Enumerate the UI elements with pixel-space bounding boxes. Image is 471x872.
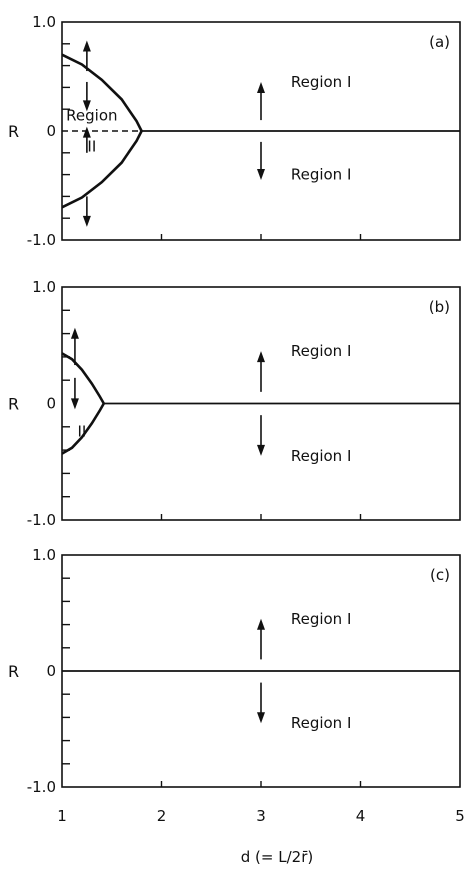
- direction-arrow: [257, 141, 265, 181]
- direction-arrow: [257, 351, 265, 392]
- direction-arrow: [257, 618, 265, 660]
- panel-label: (c): [430, 566, 450, 584]
- arrow-head: [257, 351, 265, 363]
- direction-arrow: [82, 40, 91, 72]
- arrow-head: [257, 618, 265, 630]
- boundary-curve-0: [61, 53, 143, 132]
- x-axis-label: d (= L/2r̄): [241, 848, 313, 866]
- arrow-head: [82, 126, 91, 138]
- direction-arrow: [257, 415, 265, 456]
- panel-c: 1.0 0 -1.0 R (c) Region I Region I 1 2 3 4 5 d (= L/…: [8, 546, 465, 866]
- arrow-head: [82, 100, 91, 112]
- region-annotation: Region I: [291, 166, 352, 184]
- panel-label: (a): [429, 33, 450, 51]
- direction-arrow: [82, 81, 91, 112]
- region-annotation: II: [77, 422, 86, 440]
- x-tick-label: 3: [256, 807, 266, 825]
- y-tick-label: 0: [46, 662, 56, 680]
- y-tick-label: 1.0: [32, 546, 56, 564]
- y-tick-label: 0: [46, 395, 56, 413]
- boundary-curve-0: [61, 352, 105, 405]
- panel-b: 1.0 0 -1.0 R (b) Region I Region I II: [8, 278, 461, 529]
- y-axis-label: R: [8, 395, 19, 414]
- region-annotation: II: [87, 137, 96, 155]
- arrow-head: [257, 81, 265, 93]
- arrow-head: [257, 169, 265, 181]
- x-tick-label: 5: [455, 807, 465, 825]
- y-tick-label: -1.0: [27, 778, 56, 796]
- y-tick-label: 1.0: [32, 278, 56, 296]
- region-annotation: Region I: [291, 610, 352, 628]
- arrow-head: [257, 444, 265, 456]
- region-annotation: Region I: [291, 342, 352, 360]
- boundary-curve-1: [61, 402, 105, 455]
- arrow-head: [70, 398, 79, 410]
- direction-arrow: [82, 196, 91, 227]
- y-axis-label: R: [8, 122, 19, 141]
- region-annotation: Region I: [291, 447, 352, 465]
- region-annotation: Region I: [291, 714, 352, 732]
- boundary-curve-1: [61, 130, 143, 209]
- y-tick-label: -1.0: [27, 231, 56, 249]
- y-axis-label: R: [8, 662, 19, 681]
- direction-arrow: [82, 126, 91, 153]
- arrow-head: [82, 40, 91, 52]
- direction-arrow: [70, 327, 79, 366]
- arrow-head: [82, 215, 91, 227]
- panel-a: 1.0 0 -1.0 R (a) Region I Region I Region II: [8, 13, 461, 249]
- panel-label: (b): [429, 298, 450, 316]
- region-annotation: Region: [66, 107, 117, 125]
- y-tick-label: 1.0: [32, 13, 56, 31]
- region-annotation: Region I: [291, 73, 352, 91]
- x-tick-label: 1: [57, 807, 67, 825]
- arrow-head: [70, 327, 79, 339]
- direction-arrow: [257, 81, 265, 121]
- x-tick-label: 2: [157, 807, 167, 825]
- arrow-head: [257, 712, 265, 724]
- direction-arrow: [257, 682, 265, 724]
- direction-arrow: [70, 377, 79, 410]
- x-tick-label: 4: [356, 807, 366, 825]
- y-tick-label: -1.0: [27, 511, 56, 529]
- y-tick-label: 0: [46, 122, 56, 140]
